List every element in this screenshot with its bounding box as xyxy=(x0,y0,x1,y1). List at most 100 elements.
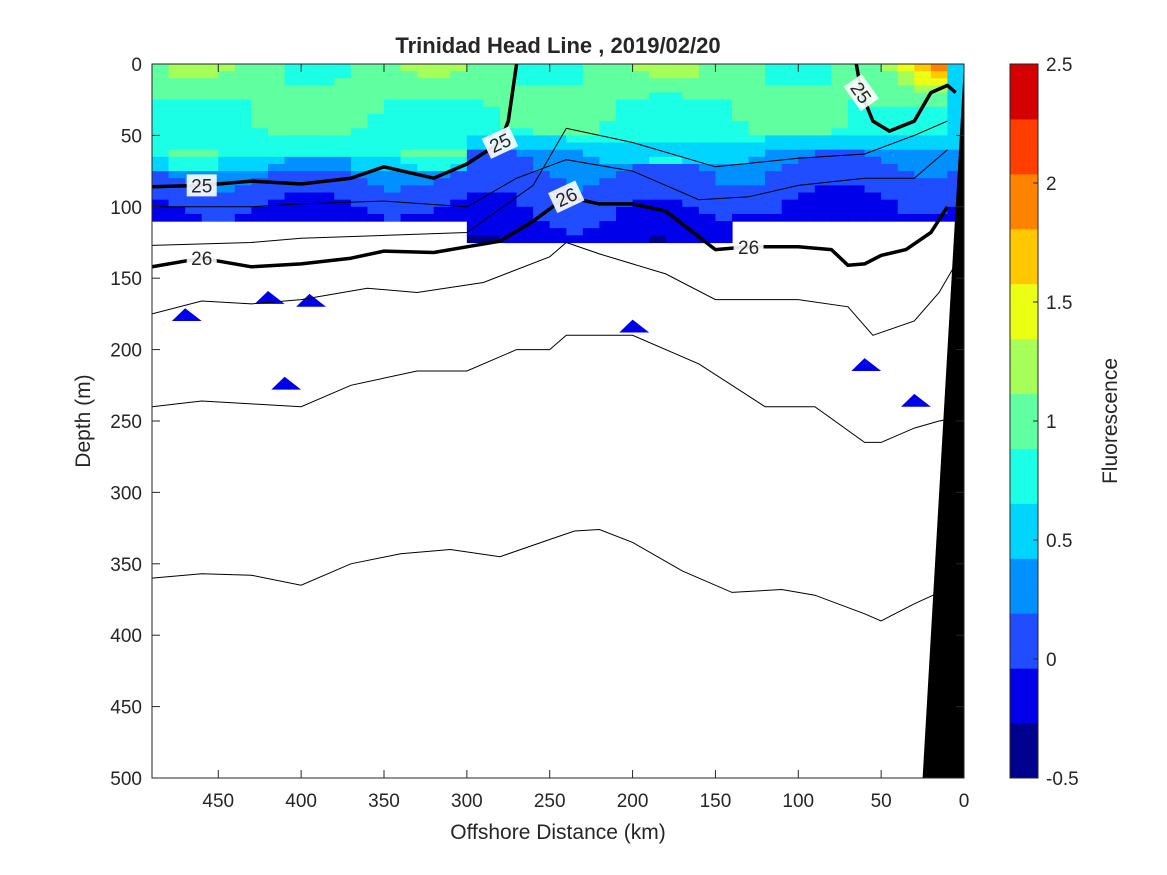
heatmap-cell xyxy=(384,206,402,215)
heatmap-cell xyxy=(715,221,733,229)
heatmap-cell xyxy=(715,171,733,179)
colorbar-swatch xyxy=(1010,503,1038,559)
heatmap-cell xyxy=(765,64,783,72)
heatmap-cell xyxy=(301,213,319,222)
heatmap-cell xyxy=(814,99,833,108)
heatmap-cell xyxy=(334,78,352,87)
heatmap-cell xyxy=(251,78,269,87)
heatmap-cell xyxy=(516,228,534,236)
heatmap-cell xyxy=(450,78,468,87)
heatmap-cell xyxy=(765,185,783,194)
heatmap-cell xyxy=(367,178,385,186)
heatmap-cell xyxy=(350,199,369,208)
heatmap-cell xyxy=(384,178,402,186)
heatmap-cell xyxy=(384,92,402,101)
heatmap-cell xyxy=(334,213,352,222)
heatmap-cell xyxy=(268,106,286,115)
heatmap-cell xyxy=(897,64,915,72)
heatmap-cell xyxy=(218,163,236,172)
heatmap-cell xyxy=(317,78,335,87)
heatmap-cell xyxy=(533,71,551,79)
heatmap-cell xyxy=(848,135,866,144)
heatmap-cell xyxy=(814,149,833,158)
heatmap-cell xyxy=(566,149,584,158)
heatmap-cell xyxy=(549,92,567,101)
heatmap-cell xyxy=(897,206,915,215)
heatmap-cell xyxy=(152,185,170,194)
heatmap-cell xyxy=(433,92,451,101)
heatmap-cell xyxy=(533,142,551,151)
heatmap-cell xyxy=(152,171,170,179)
heatmap-cell xyxy=(334,85,352,94)
heatmap-cell xyxy=(533,121,551,129)
heatmap-cell xyxy=(433,121,451,129)
heatmap-cell xyxy=(831,78,849,87)
heatmap-cell xyxy=(450,199,468,208)
heatmap-cell xyxy=(814,121,833,129)
heatmap-cell xyxy=(732,121,750,129)
heatmap-cell xyxy=(234,156,253,165)
heatmap-cell xyxy=(914,149,932,158)
x-tick-label: 200 xyxy=(617,791,649,812)
heatmap-cell xyxy=(218,64,236,72)
heatmap-cell xyxy=(201,106,219,115)
heatmap-cell xyxy=(748,156,766,165)
heatmap-cell xyxy=(367,121,385,129)
heatmap-cell xyxy=(831,163,849,172)
heatmap-cell xyxy=(748,113,766,122)
heatmap-cell xyxy=(781,192,799,201)
heatmap-cell xyxy=(516,199,534,208)
heatmap-cell xyxy=(350,121,369,129)
heatmap-cell xyxy=(864,64,882,72)
heatmap-cell xyxy=(152,106,170,115)
heatmap-cell xyxy=(483,206,501,215)
heatmap-cell xyxy=(533,156,551,165)
heatmap-cell xyxy=(500,149,518,158)
heatmap-cell xyxy=(384,185,402,194)
heatmap-cell xyxy=(218,121,236,129)
heatmap-cell xyxy=(781,64,799,72)
heatmap-cell xyxy=(185,85,203,94)
heatmap-cell xyxy=(201,78,219,87)
heatmap-cell xyxy=(516,78,534,87)
heatmap-cell xyxy=(500,206,518,215)
heatmap-cell xyxy=(715,206,733,215)
heatmap-cell xyxy=(317,135,335,144)
heatmap-cell xyxy=(400,178,418,186)
heatmap-cell xyxy=(433,178,451,186)
heatmap-cell xyxy=(599,178,617,186)
heatmap-cell xyxy=(616,206,634,215)
heatmap-cell xyxy=(715,106,733,115)
heatmap-cell xyxy=(284,163,302,172)
heatmap-cell xyxy=(848,206,866,215)
heatmap-cell xyxy=(334,185,352,194)
heatmap-cell xyxy=(914,213,932,222)
heatmap-cell xyxy=(234,192,253,201)
heatmap-cell xyxy=(500,185,518,194)
heatmap-cell xyxy=(168,92,186,101)
heatmap-cell xyxy=(914,178,932,186)
heatmap-cell xyxy=(914,71,932,79)
heatmap-cell xyxy=(168,142,186,151)
heatmap-cell xyxy=(152,149,170,158)
heatmap-cell xyxy=(334,99,352,108)
heatmap-cell xyxy=(914,85,932,94)
heatmap-cell xyxy=(417,64,435,72)
heatmap-cell xyxy=(251,64,269,72)
heatmap-cell xyxy=(698,99,717,108)
heatmap-cell xyxy=(549,171,567,179)
heatmap-cell xyxy=(384,64,402,72)
heatmap-cell xyxy=(218,199,236,208)
heatmap-cell xyxy=(798,78,816,87)
heatmap-cell xyxy=(168,156,186,165)
heatmap-cell xyxy=(715,178,733,186)
heatmap-cell xyxy=(881,78,899,87)
heatmap-cell xyxy=(284,64,302,72)
contour-label-background xyxy=(548,180,585,214)
heatmap-cell xyxy=(930,156,949,165)
heatmap-cell xyxy=(715,156,733,165)
heatmap-cell xyxy=(814,85,833,94)
heatmap-cell xyxy=(864,99,882,108)
heatmap-cell xyxy=(400,206,418,215)
heatmap-cell xyxy=(301,99,319,108)
